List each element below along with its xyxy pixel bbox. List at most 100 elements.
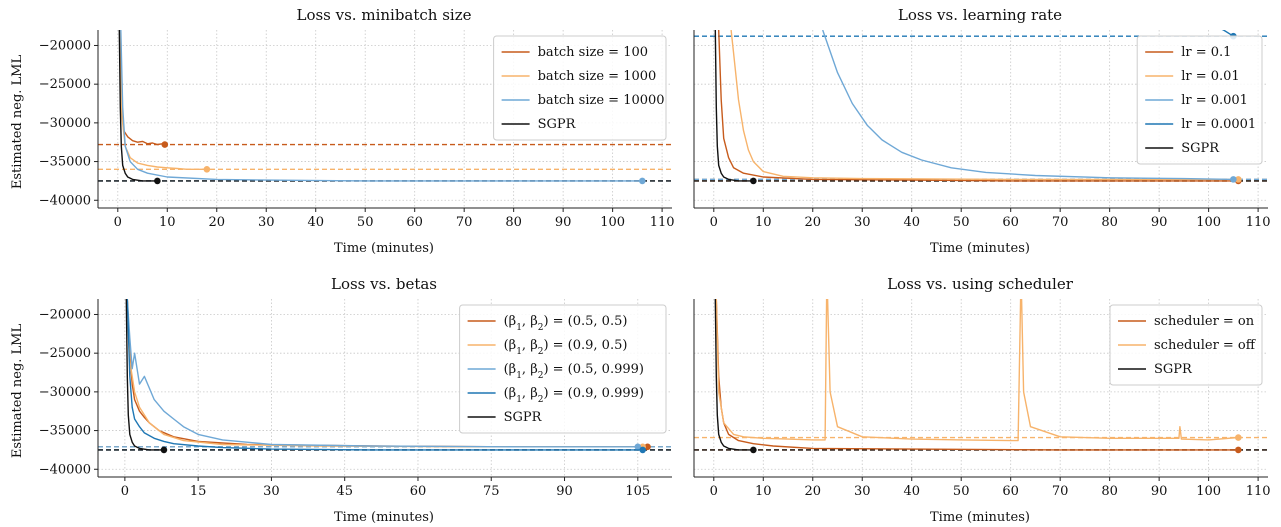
legend: scheduler = on scheduler = off SGPR <box>1109 304 1263 386</box>
series-line <box>822 30 1234 181</box>
series-line <box>126 299 643 451</box>
x-tick-label: 90 <box>1151 484 1168 499</box>
legend: lr = 0.1 lr = 0.01 lr = 0.001 lr = 0.0001 SG… <box>1136 35 1263 165</box>
legend-label: SGPR <box>538 117 577 132</box>
axes: 0 10 20 30 40 50 60 70 80 90 100 110 <box>693 299 1271 499</box>
series-lines <box>98 30 672 185</box>
panel-title: Loss vs. learning rate <box>898 6 1062 24</box>
series-endpoint <box>1230 176 1237 183</box>
x-tick-label: 40 <box>903 215 920 230</box>
x-tick-label: 80 <box>505 215 522 230</box>
legend-label: (β1, β2) = (0.9, 0.999) <box>504 386 644 405</box>
x-tick-label: 100 <box>1196 215 1221 230</box>
series-line <box>718 30 1239 182</box>
series-endpoint <box>634 443 642 451</box>
legend-label: (β1, β2) = (0.5, 0.5) <box>504 314 628 333</box>
legend-label: (β1, β2) = (0.5, 0.999) <box>504 362 644 381</box>
x-tick-label: 80 <box>1101 215 1118 230</box>
x-tick-label: 30 <box>854 215 871 230</box>
x-tick-label: 110 <box>1246 484 1271 499</box>
legend-label: (β1, β2) = (0.9, 0.5) <box>504 338 628 357</box>
x-tick-label: 70 <box>456 215 473 230</box>
legend-label: SGPR <box>504 410 543 425</box>
x-tick-label: 30 <box>258 215 275 230</box>
panel-scheduler: Loss vs. using scheduler Time (minutes) … <box>693 275 1271 525</box>
x-tick-label: 60 <box>406 215 423 230</box>
x-tick-label: 75 <box>483 484 500 499</box>
x-tick-label: 20 <box>804 484 821 499</box>
x-tick-label: 60 <box>1002 215 1019 230</box>
x-tick-label: 45 <box>336 484 353 499</box>
panel-title: Loss vs. betas <box>331 275 437 293</box>
legend-box <box>493 35 667 141</box>
x-tick-label: 40 <box>307 215 324 230</box>
series-line <box>125 299 164 451</box>
x-tick-label: 110 <box>650 215 675 230</box>
x-tick-label: 20 <box>208 215 225 230</box>
series-endpoint <box>154 177 161 185</box>
x-tick-label: 0 <box>121 484 129 499</box>
x-tick-label: 0 <box>114 215 122 230</box>
series-endpoint <box>161 141 169 148</box>
y-tick-label: −25000 <box>39 77 91 92</box>
x-tick-label: 105 <box>625 484 650 499</box>
y-tick-label: −40000 <box>39 462 91 477</box>
series-line <box>119 30 207 171</box>
x-tick-label: 10 <box>755 484 772 499</box>
legend-label: lr = 0.01 <box>1181 69 1239 84</box>
y-tick-label: −35000 <box>39 424 91 439</box>
series-line <box>715 299 1239 442</box>
series-lines <box>98 299 672 454</box>
x-tick-label: 15 <box>190 484 207 499</box>
series-line <box>118 30 158 182</box>
x-tick-label: 30 <box>263 484 280 499</box>
series-line <box>119 30 165 146</box>
legend-box <box>459 304 667 434</box>
y-tick-label: −20000 <box>39 38 91 53</box>
x-axis-label: Time (minutes) <box>334 241 434 256</box>
legend-label: scheduler = on <box>1154 314 1255 329</box>
x-tick-label: 50 <box>953 215 970 230</box>
x-tick-label: 100 <box>600 215 625 230</box>
legend-label: lr = 0.1 <box>1181 45 1231 60</box>
series-line <box>126 299 638 448</box>
legend-label: batch size = 100 <box>538 45 648 60</box>
series-endpoint <box>639 177 646 185</box>
x-tick-label: 100 <box>1196 484 1221 499</box>
y-tick-label: −20000 <box>39 307 91 322</box>
series-endpoint <box>750 177 757 185</box>
legend-label: SGPR <box>1154 362 1193 377</box>
y-axis-label: Estimated neg. LML <box>10 55 25 190</box>
legend-label: lr = 0.0001 <box>1181 117 1256 132</box>
panel-minibatch-size: Loss vs. minibatch size Time (minutes) E… <box>10 6 675 256</box>
panel-title: Loss vs. using scheduler <box>887 275 1074 293</box>
y-tick-label: −35000 <box>39 155 91 170</box>
x-tick-label: 60 <box>1002 484 1019 499</box>
panel-betas: Loss vs. betas Time (minutes) Estimated … <box>10 275 672 525</box>
series-line <box>1221 30 1234 37</box>
series-endpoint <box>203 166 211 173</box>
x-tick-label: 50 <box>953 484 970 499</box>
x-tick-label: 10 <box>159 215 176 230</box>
legend-box <box>1136 35 1263 165</box>
series-endpoint <box>644 443 651 451</box>
series-endpoint <box>750 446 757 454</box>
x-tick-label: 70 <box>1052 484 1069 499</box>
legend-label: lr = 0.001 <box>1181 93 1248 108</box>
axes: 0 10 20 30 40 50 60 70 80 90 100 110 −20000 −25000 −30… <box>39 30 675 230</box>
legend-label: batch size = 10000 <box>538 93 665 108</box>
y-tick-label: −30000 <box>39 116 91 131</box>
legend-label: SGPR <box>1181 141 1220 156</box>
series-lines <box>694 299 1268 454</box>
legend: batch size = 100 batch size = 1000 batch s… <box>493 35 667 141</box>
x-axis-label: Time (minutes) <box>930 510 1030 525</box>
x-tick-label: 90 <box>556 484 573 499</box>
legend-box <box>1109 304 1263 386</box>
x-tick-label: 0 <box>710 484 718 499</box>
y-tick-label: −25000 <box>39 346 91 361</box>
series-endpoint <box>160 446 168 454</box>
x-tick-label: 60 <box>410 484 427 499</box>
series-line <box>714 299 754 451</box>
x-axis-label: Time (minutes) <box>334 510 434 525</box>
